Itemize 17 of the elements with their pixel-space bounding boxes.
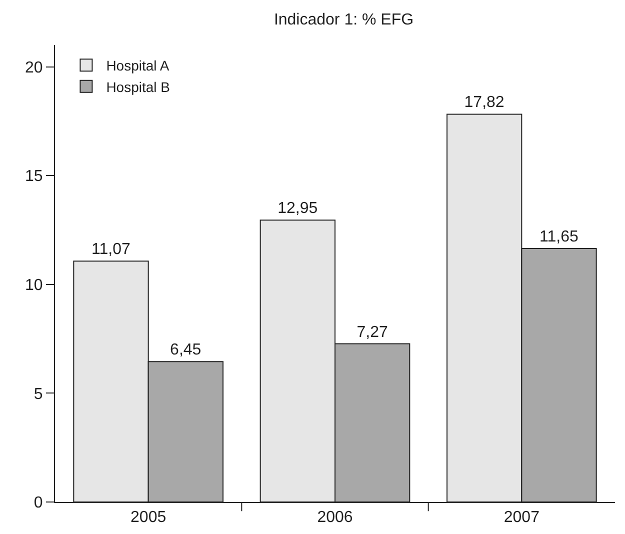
data-label: 11,07 bbox=[92, 241, 130, 258]
legend-label: Hospital B bbox=[106, 78, 170, 95]
y-tick-label: 10 bbox=[25, 276, 43, 294]
data-label: 11,65 bbox=[540, 228, 578, 246]
y-tick-label: 20 bbox=[25, 59, 43, 76]
chart-title: Indicador 1: % EFG bbox=[274, 12, 414, 29]
data-label: 17,82 bbox=[464, 94, 504, 112]
y-tick-label: 5 bbox=[34, 386, 43, 403]
y-tick-label: 15 bbox=[25, 168, 43, 186]
legend-label: Hospital A bbox=[106, 58, 170, 74]
y-tick-label: 0 bbox=[34, 494, 43, 512]
x-tick-label: 2006 bbox=[317, 509, 353, 526]
data-label: 7,27 bbox=[356, 324, 388, 341]
data-label: 6,45 bbox=[170, 342, 202, 359]
x-tick-label: 2007 bbox=[504, 509, 540, 526]
data-label: 12,95 bbox=[278, 200, 318, 218]
x-tick-label: 2005 bbox=[130, 509, 166, 526]
